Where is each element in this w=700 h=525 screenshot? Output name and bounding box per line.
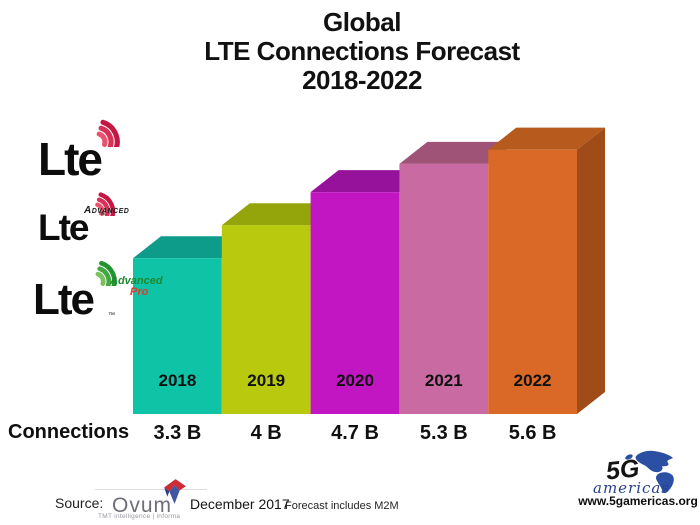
lte-wordmark: Lte: [38, 133, 103, 185]
bar-value-label: 5.3 B: [420, 422, 468, 444]
lte-signal-icon: [96, 119, 120, 147]
bar-top-face: [488, 127, 605, 150]
bar-year-label: 2020: [336, 371, 374, 390]
connections-row-label: Connections: [8, 421, 130, 443]
advanced-label: Advanced: [110, 275, 163, 287]
lte-advanced-pro-signal-icon: [95, 260, 117, 286]
bar-value-label: 4.7 B: [331, 422, 379, 444]
source-label: Source:: [55, 495, 104, 511]
pro-label: Pro: [130, 286, 149, 298]
website-url: www.5gamericas.org: [578, 494, 698, 508]
ovum-logo-icon: [164, 479, 186, 504]
bar-group-2018: 2018 3.3 B: [133, 236, 250, 444]
lte-advanced-logo: Advanced Lte ™: [32, 184, 167, 252]
lte-advanced-signal-icon: [95, 192, 116, 216]
bar-value-label: 3.3 B: [153, 422, 201, 444]
chart-title: Global LTE Connections Forecast 2018-202…: [12, 8, 700, 95]
bar-top-face: [221, 203, 339, 226]
bar-year-label: 2022: [514, 371, 552, 390]
americas-text: americas: [593, 479, 670, 496]
bar-group-2022: 2022 5.6 B: [488, 127, 605, 444]
bar-front-face: [133, 258, 222, 414]
bar-group-2019: 2019 4 B: [221, 203, 339, 444]
north-america-shape: [635, 450, 673, 473]
source-date: December 2017: [190, 496, 290, 512]
bar-top-face: [133, 236, 250, 259]
bar-value-label: 5.6 B: [509, 422, 557, 444]
advanced-label: Advanced: [84, 205, 130, 216]
lte-pro-wordmark: Lte: [33, 275, 95, 324]
bar-front-face: [399, 163, 489, 414]
bar-top-face: [310, 170, 428, 193]
lte-logo: Lte: [30, 110, 155, 185]
chart-title-line2: LTE Connections Forecast: [204, 36, 520, 66]
bar-side-face: [577, 127, 605, 415]
bar-year-label: 2021: [425, 371, 463, 390]
south-america-shape: [656, 472, 674, 493]
lte-advanced-pro-logo: Advanced Pro Lte ™: [28, 250, 168, 330]
bar-front-face: [310, 192, 400, 414]
chart-title-line1: Global: [323, 7, 401, 37]
bar-group-2020: 2020 4.7 B: [310, 170, 428, 444]
bar-group-2021: 2021 5.3 B: [399, 141, 517, 444]
ovum-tagline: TMT intelligence | informa: [98, 513, 181, 520]
5g-americas-logo: 5G americas: [593, 450, 674, 496]
bar-top-face: [399, 141, 517, 164]
bar-year-label: 2019: [247, 371, 285, 390]
5g-text: 5G: [605, 454, 641, 485]
ovum-logo-text: Ovum: [112, 494, 173, 517]
ovum-logo-border: [95, 489, 207, 490]
trademark-symbol: ™: [98, 212, 105, 219]
bar-front-face: [488, 149, 577, 414]
trademark-symbol: ™: [108, 312, 115, 319]
bar-value-label: 4 B: [251, 422, 282, 444]
lte-advanced-wordmark: Lte: [38, 207, 89, 248]
bar-front-face: [221, 225, 311, 414]
bar-year-label: 2018: [158, 371, 196, 390]
chart-title-line3: 2018-2022: [302, 65, 422, 95]
forecast-note: Forecast includes M2M: [285, 500, 399, 512]
